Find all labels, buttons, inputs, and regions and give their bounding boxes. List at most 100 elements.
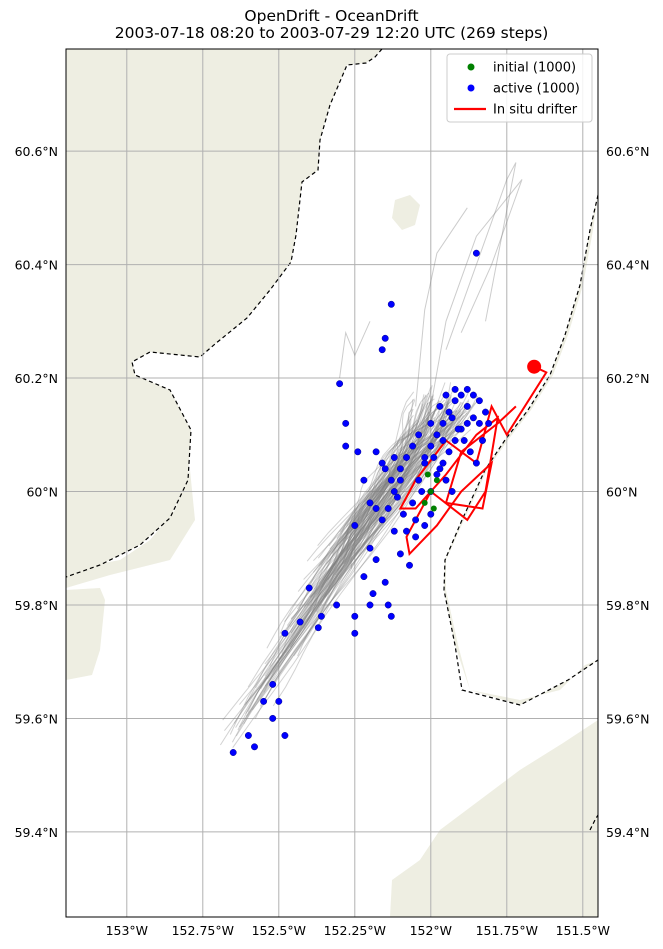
active-particle [466, 448, 474, 456]
trajectory-line [289, 429, 452, 648]
trajectory-line [445, 162, 517, 350]
active-particle [336, 380, 344, 388]
trajectory-line [284, 400, 478, 623]
trajectory-line [322, 421, 454, 598]
legend-label: active (1000) [493, 82, 580, 97]
trajectory-line [233, 418, 412, 724]
active-particle [384, 601, 392, 609]
active-particle [442, 391, 450, 399]
active-particle [475, 397, 483, 405]
active-particles [229, 249, 493, 756]
trajectory-line [350, 398, 415, 569]
active-particle [415, 476, 423, 484]
trajectory-line [367, 400, 441, 533]
trajectory-line [284, 403, 424, 654]
coastline-segment [66, 49, 383, 578]
legend-box [446, 53, 593, 123]
active-particle [281, 629, 289, 637]
active-particle [469, 391, 477, 399]
active-particle [485, 419, 493, 427]
active-particle [372, 556, 380, 564]
legend-marker [467, 63, 475, 71]
initial-particles [421, 471, 440, 512]
active-particle [351, 612, 359, 620]
y-tick-label-left: 59.6°N [15, 711, 58, 726]
chart-title-line1: OpenDrift - OceanDrift [244, 7, 419, 25]
active-particle [403, 527, 410, 535]
active-particle [448, 488, 456, 495]
active-particle [451, 397, 459, 405]
y-tick-label-right: 59.8°N [606, 598, 649, 613]
y-tick-label-right: 60.6°N [606, 144, 649, 159]
trajectory-line [235, 395, 445, 728]
active-particle [421, 522, 429, 529]
y-tick-label-left: 59.4°N [15, 825, 58, 840]
chart-title-line2: 2003-07-18 08:20 to 2003-07-29 12:20 UTC… [114, 24, 549, 42]
trajectory-line [309, 403, 421, 598]
trajectory-line [334, 399, 414, 576]
trajectory-line [267, 395, 452, 680]
active-particle [396, 465, 404, 473]
active-particle [451, 385, 459, 393]
active-particle [396, 550, 404, 558]
land-southwest-strip [66, 470, 195, 588]
y-tick-label-left: 59.8°N [15, 598, 58, 613]
y-tick-label-left: 60.4°N [15, 258, 58, 273]
trajectory-line [350, 412, 447, 555]
active-particle [351, 629, 359, 637]
trajectory-line [329, 406, 429, 550]
trajectory-line [222, 408, 462, 721]
active-particle [360, 573, 368, 581]
trajectory-line [320, 409, 432, 566]
coastline-segment [589, 814, 598, 831]
active-particle [412, 533, 420, 541]
trajectory-line [317, 428, 441, 604]
active-particle [354, 448, 362, 456]
y-tick-label-right: 59.6°N [606, 711, 649, 726]
active-particle [482, 408, 489, 416]
active-particle [387, 476, 395, 484]
trajectory-line [297, 399, 456, 657]
trajectory-line [263, 428, 421, 693]
trajectory-line [290, 387, 432, 634]
trajectory-line [345, 382, 452, 563]
active-particle [454, 425, 462, 433]
trajectory-line [315, 422, 448, 612]
active-particle [269, 714, 277, 722]
x-tick-label: 151.75°W [476, 923, 538, 938]
active-particle [445, 448, 453, 456]
active-particle [427, 442, 435, 450]
land-small-island [392, 195, 420, 230]
active-particle [463, 385, 471, 393]
active-particle [439, 459, 447, 467]
initial-particle [430, 505, 437, 512]
trajectory-line [312, 406, 467, 573]
plot-frame [65, 48, 599, 918]
active-particle [381, 465, 389, 473]
trajectory-line [345, 419, 436, 535]
active-particle [427, 510, 435, 518]
trajectory-line [247, 399, 445, 713]
initial-particle [424, 471, 431, 478]
legend: initial (1000) active (1000) In situ drift… [446, 53, 593, 123]
active-particle [430, 454, 438, 461]
particle-trajectories [219, 162, 523, 748]
active-particle [406, 561, 413, 569]
legend-label: initial (1000) [493, 61, 576, 76]
active-particle [378, 516, 386, 524]
trajectory-line [324, 402, 431, 598]
y-axis-ticks-right: 59.4°N 59.6°N 59.8°N 60°N 60.2°N 60.4°N 60.6°N [606, 144, 649, 840]
trajectory-line [271, 402, 463, 671]
active-particle [427, 419, 435, 427]
active-particle [384, 505, 392, 512]
gridlines [66, 49, 598, 917]
initial-particle [427, 488, 434, 495]
active-particle [342, 419, 350, 427]
active-particle [317, 612, 325, 620]
y-tick-label-left: 60°N [26, 485, 58, 500]
active-particle [472, 249, 480, 257]
trajectory-line [325, 409, 452, 582]
active-particle [390, 527, 398, 535]
active-particle [409, 442, 417, 450]
x-tick-label: 152.75°W [172, 923, 234, 938]
